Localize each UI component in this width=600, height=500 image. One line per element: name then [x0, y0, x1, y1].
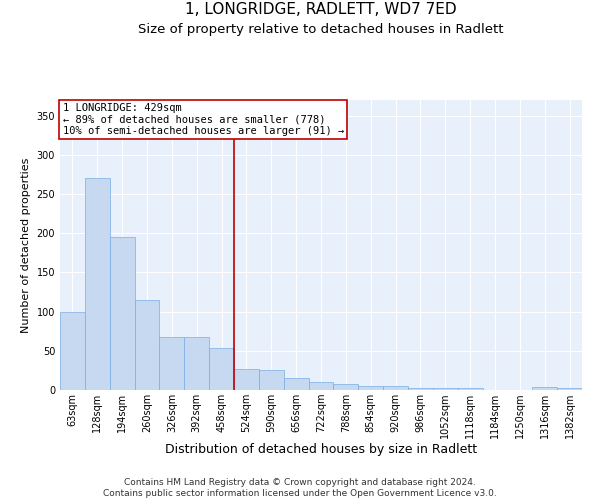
Bar: [334, 384, 358, 390]
Bar: [60, 312, 85, 390]
Bar: [458, 388, 482, 390]
Bar: [433, 388, 458, 390]
Bar: [284, 378, 308, 390]
Y-axis label: Number of detached properties: Number of detached properties: [21, 158, 31, 332]
Bar: [408, 388, 433, 390]
Bar: [184, 338, 209, 390]
Bar: [110, 237, 134, 390]
Bar: [532, 387, 557, 390]
Bar: [557, 388, 582, 390]
Bar: [259, 370, 284, 390]
Text: Contains HM Land Registry data © Crown copyright and database right 2024.
Contai: Contains HM Land Registry data © Crown c…: [103, 478, 497, 498]
Bar: [134, 300, 160, 390]
Text: Distribution of detached houses by size in Radlett: Distribution of detached houses by size …: [165, 442, 477, 456]
Bar: [308, 382, 334, 390]
Text: 1, LONGRIDGE, RADLETT, WD7 7ED: 1, LONGRIDGE, RADLETT, WD7 7ED: [185, 2, 457, 18]
Bar: [85, 178, 110, 390]
Bar: [160, 336, 184, 390]
Bar: [234, 369, 259, 390]
Bar: [209, 348, 234, 390]
Bar: [358, 386, 383, 390]
Bar: [383, 386, 408, 390]
Text: 1 LONGRIDGE: 429sqm
← 89% of detached houses are smaller (778)
10% of semi-detac: 1 LONGRIDGE: 429sqm ← 89% of detached ho…: [62, 103, 344, 136]
Text: Size of property relative to detached houses in Radlett: Size of property relative to detached ho…: [138, 22, 504, 36]
